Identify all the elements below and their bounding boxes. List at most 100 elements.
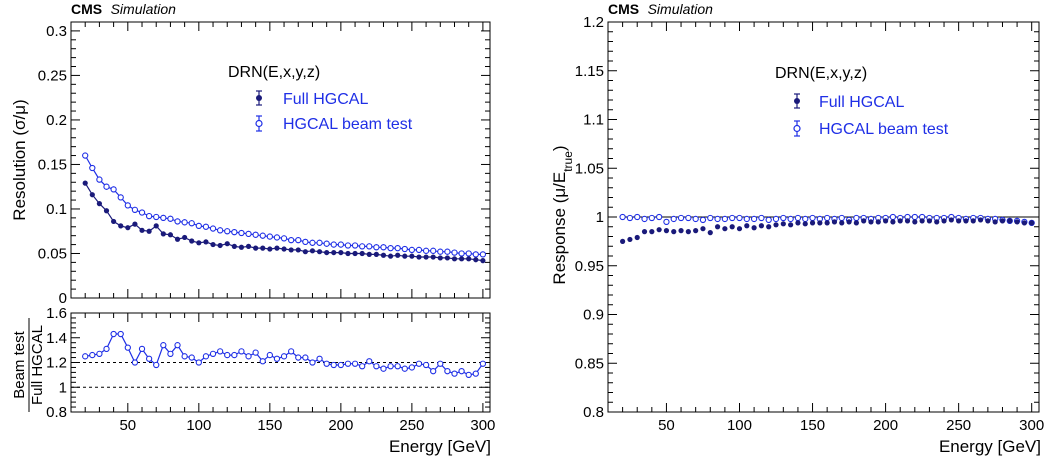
ratio-series-point xyxy=(138,345,146,353)
resolution-full-point xyxy=(451,256,458,262)
ratio-ytick-label: 1.4 xyxy=(46,330,67,347)
legend-filled-marker-icon xyxy=(794,98,800,104)
ratio-series-point xyxy=(288,348,295,355)
response-beam-point xyxy=(729,214,736,222)
resolution-beam-point xyxy=(202,223,210,230)
response-full-point xyxy=(926,218,933,224)
response-full-point xyxy=(736,226,743,232)
response-full-point xyxy=(956,218,962,224)
ratio-series-point xyxy=(330,361,337,369)
resolution-legend-entry-full: Full HGCAL xyxy=(256,90,368,108)
ratio-frame xyxy=(70,312,491,413)
svg-text:CMS Simulation: CMS Simulation xyxy=(71,1,176,18)
response-xtick-label: 200 xyxy=(873,417,898,434)
resolution-beam-point xyxy=(188,220,195,227)
resolution-beam-point xyxy=(266,233,273,240)
resolution-full-point xyxy=(224,241,230,247)
ratio-series-point xyxy=(103,345,110,353)
ratio-series-point xyxy=(430,368,437,375)
resolution-beam-point xyxy=(344,242,352,249)
response-beam-point xyxy=(787,215,794,223)
ratio-series-point xyxy=(458,368,465,375)
ratio-series-point xyxy=(202,353,210,360)
response-beam-point xyxy=(765,216,772,224)
resolution-full-point xyxy=(160,231,166,237)
response-beam-point xyxy=(663,218,670,226)
response-full-point xyxy=(671,229,677,235)
resolution-full-point xyxy=(366,251,372,257)
response-full-point xyxy=(861,218,867,224)
ratio-series-point xyxy=(387,363,394,370)
resolution-full-point xyxy=(466,256,472,262)
resolution-full-point xyxy=(196,240,202,246)
resolution-beam-point xyxy=(444,248,451,255)
response-legend-beam-label: HGCAL beam test xyxy=(819,121,949,138)
response-beam-point xyxy=(634,213,641,221)
response-full-point xyxy=(634,234,640,241)
response-beam-point xyxy=(794,214,802,222)
resolution-full-point xyxy=(402,253,408,259)
resolution-full-point xyxy=(423,254,429,260)
resolution-full-point xyxy=(238,244,245,250)
response-ytick-label: 1.2 xyxy=(583,14,604,31)
ratio-series-point xyxy=(117,330,124,338)
resolution-header-cms: CMS xyxy=(71,1,102,17)
resolution-full-point xyxy=(380,252,387,258)
svg-text:CMS Simulation: CMS Simulation xyxy=(608,1,713,18)
resolution-beam-point xyxy=(415,246,423,254)
response-beam-point xyxy=(780,214,787,222)
ratio-series-point xyxy=(472,370,479,377)
resolution-full-point xyxy=(118,223,124,229)
ratio-xtick-label: 300 xyxy=(470,417,495,434)
response-ytick-label: 0.85 xyxy=(575,355,604,372)
ratio-xtick-label: 200 xyxy=(328,417,353,434)
resolution-full-point xyxy=(182,234,188,241)
ratio-xtick-label: 50 xyxy=(119,417,136,434)
response-full-point xyxy=(656,227,662,233)
resolution-full-point xyxy=(174,236,181,242)
response-beam-point xyxy=(707,214,714,222)
response-beam-point xyxy=(750,215,758,223)
ratio-series-point xyxy=(373,363,380,370)
resolution-beam-point xyxy=(160,214,167,222)
resolution-beam-point xyxy=(309,239,316,246)
resolution-beam-point xyxy=(479,251,487,258)
response-full-point xyxy=(641,229,648,235)
response-beam-point xyxy=(648,214,655,222)
ratio-xtick-label: 150 xyxy=(257,417,282,434)
response-full-point xyxy=(817,220,823,226)
ratio-series-point xyxy=(266,351,273,359)
resolution-full-point xyxy=(373,251,379,257)
response-beam-point xyxy=(743,215,750,223)
ratio-series-point xyxy=(96,350,103,357)
ratio-series-point xyxy=(323,360,330,367)
resolution-full-point xyxy=(331,249,337,256)
resolution-full-point xyxy=(473,257,479,263)
ratio-series-point xyxy=(209,350,217,357)
resolution-beam-point xyxy=(422,247,430,254)
ratio-series-point xyxy=(451,370,458,377)
resolution-beam-point xyxy=(209,225,217,232)
response-beam-point xyxy=(619,213,626,221)
response-beam-point xyxy=(692,215,699,223)
response-full-point xyxy=(795,220,801,226)
resolution-ylabel: Resolution (σ/μ) xyxy=(10,99,29,220)
resolution-beam-point xyxy=(89,164,96,172)
response-xtick-label: 300 xyxy=(1019,417,1044,434)
resolution-full-point xyxy=(395,252,401,258)
resolution-full-point xyxy=(217,242,223,249)
ratio-series-point xyxy=(245,353,252,360)
response-full-point xyxy=(700,226,706,232)
resolution-beam-point xyxy=(96,176,103,183)
resolution-full-point xyxy=(416,254,422,260)
ratio-series-point xyxy=(408,364,416,371)
resolution-full-point xyxy=(409,253,415,259)
resolution-full-point xyxy=(359,250,365,257)
ratio-series-point xyxy=(224,351,231,359)
ratio-xtick-label: 100 xyxy=(186,417,211,434)
resolution-full-point xyxy=(309,248,316,254)
resolution-full-point xyxy=(295,247,301,253)
response-full-point xyxy=(897,218,903,224)
resolution-beam-point xyxy=(280,235,288,242)
ratio-series-point xyxy=(174,342,181,349)
